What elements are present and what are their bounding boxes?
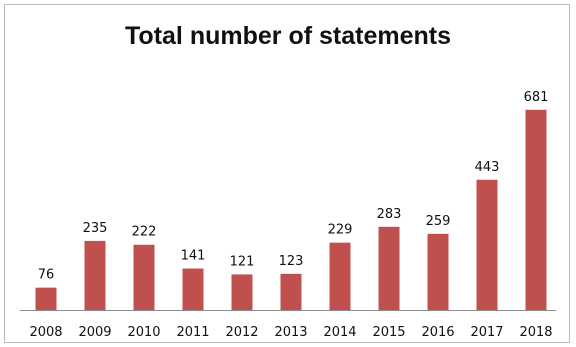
data-label-2008: 76: [38, 268, 55, 283]
bar-2013: [280, 273, 302, 310]
x-tick-label-2013: 2013: [274, 325, 307, 340]
data-label-2011: 141: [181, 249, 206, 264]
x-tick-label-2008: 2008: [29, 325, 62, 340]
x-tick-label-2010: 2010: [127, 325, 160, 340]
x-tick-label-2014: 2014: [323, 325, 356, 340]
data-label-2015: 283: [377, 207, 402, 222]
x-tick-label-2009: 2009: [78, 325, 111, 340]
x-tick-label-2018: 2018: [519, 325, 552, 340]
bar-2011: [182, 268, 204, 310]
bars-layer: [35, 109, 547, 310]
bar-2010: [133, 244, 155, 310]
data-label-2014: 229: [328, 223, 353, 238]
data-label-2012: 121: [230, 254, 255, 269]
data-label-2016: 259: [426, 214, 451, 229]
x-tick-label-2015: 2015: [372, 325, 405, 340]
bar-2018: [525, 109, 547, 310]
data-label-2013: 123: [279, 254, 304, 269]
bar-2015: [378, 226, 400, 310]
bar-2008: [35, 287, 57, 310]
bar-2009: [84, 240, 106, 310]
bar-2012: [231, 274, 253, 310]
x-tick-label-2017: 2017: [470, 325, 503, 340]
bar-2016: [427, 233, 449, 310]
x-tick-label-2012: 2012: [225, 325, 258, 340]
chart-title: Total number of statements: [125, 22, 451, 50]
bar-2017: [476, 179, 498, 310]
labels-layer: 76 2008 235 2009 222 2010 141 2011 121 2012 123 201…: [29, 90, 552, 340]
data-label-2010: 222: [132, 225, 157, 240]
x-tick-label-2016: 2016: [421, 325, 454, 340]
bar-2014: [329, 242, 351, 310]
data-label-2017: 443: [475, 160, 500, 175]
data-label-2009: 235: [83, 221, 108, 236]
x-tick-label-2011: 2011: [176, 325, 209, 340]
data-label-2018: 681: [524, 90, 549, 105]
